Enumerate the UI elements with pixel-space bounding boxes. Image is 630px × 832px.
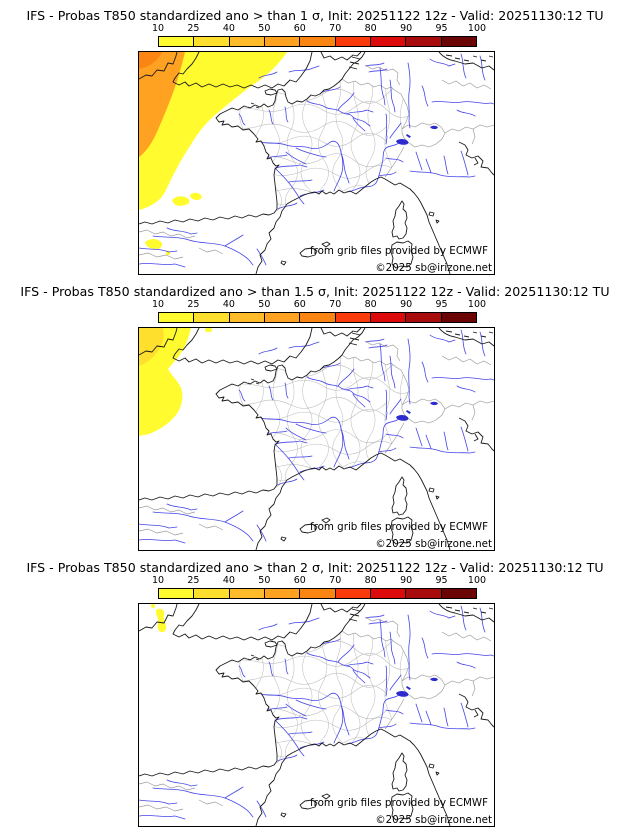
colorbar-segment [264, 37, 301, 46]
map-france-sigma-1: from grib files provided by ECMWF ©2025 … [138, 51, 495, 275]
tick-label: 70 [329, 575, 342, 586]
panel-sigma-1: IFS - Probas T850 standardized ano > tha… [0, 8, 630, 280]
probability-shading-layer [139, 52, 287, 256]
copyright-text: ©2025 sb@irizone.net [375, 814, 492, 826]
copyright-text: ©2025 sb@irizone.net [375, 262, 492, 274]
colorbar-segment [159, 313, 195, 322]
tick-label: 50 [258, 299, 271, 310]
tick-label: 25 [187, 23, 200, 34]
colorbar-segment [370, 313, 407, 322]
tick-label: 100 [467, 299, 487, 310]
tick-label: 80 [364, 299, 377, 310]
tick-label: 25 [187, 575, 200, 586]
panel-title: IFS - Probas T850 standardized ano > tha… [26, 8, 604, 23]
tick-label: 100 [467, 575, 487, 586]
tick-label: 50 [258, 23, 271, 34]
colorbar-segment [300, 313, 336, 322]
colorbar-gradient [158, 312, 477, 323]
tick-label: 80 [364, 575, 377, 586]
colorbar-segment [229, 37, 265, 46]
colorbar-gradient [158, 36, 477, 47]
colorbar-segment [194, 37, 230, 46]
probability-shading-layer [151, 604, 167, 633]
colorbar-segment [406, 313, 442, 322]
panel-title: IFS - Probas T850 standardized ano > tha… [20, 284, 610, 299]
colorbar: 10 25 40 50 60 70 80 90 95 100 [152, 575, 486, 600]
tick-label: 95 [435, 575, 448, 586]
colorbar-segment [335, 313, 371, 322]
colorbar-segment [370, 37, 407, 46]
colorbar-segment [441, 589, 476, 598]
colorbar-segment [229, 589, 265, 598]
colorbar-segment [370, 589, 407, 598]
colorbar-segment [159, 37, 195, 46]
colorbar-segment [194, 313, 230, 322]
panel-sigma-1-5: IFS - Probas T850 standardized ano > tha… [0, 284, 630, 556]
colorbar-segment [441, 313, 476, 322]
colorbar-segment [335, 37, 371, 46]
ecmwf-credit-text: from grib files provided by ECMWF [309, 797, 488, 809]
colorbar-tick-labels: 10 25 40 50 60 70 80 90 95 100 [152, 299, 486, 311]
colorbar: 10 25 40 50 60 70 80 90 95 100 [152, 299, 486, 324]
colorbar-segment [300, 37, 336, 46]
colorbar-segment [229, 313, 265, 322]
colorbar-segment [264, 313, 301, 322]
tick-label: 25 [187, 299, 200, 310]
colorbar-segment [441, 37, 476, 46]
tick-label: 90 [400, 575, 413, 586]
colorbar: 10 25 40 50 60 70 80 90 95 100 [152, 23, 486, 48]
probability-shading-layer [139, 328, 212, 436]
tick-label: 40 [222, 23, 235, 34]
tick-label: 95 [435, 23, 448, 34]
colorbar-gradient [158, 588, 477, 599]
tick-label: 40 [222, 575, 235, 586]
tick-label: 10 [151, 299, 165, 310]
tick-label: 70 [329, 23, 342, 34]
colorbar-segment [406, 37, 442, 46]
map-france-sigma-1-5: from grib files provided by ECMWF ©2025 … [138, 327, 495, 551]
tick-label: 70 [329, 299, 342, 310]
tick-label: 100 [467, 23, 487, 34]
tick-label: 90 [400, 23, 413, 34]
tick-label: 60 [293, 299, 306, 310]
tick-label: 60 [293, 575, 306, 586]
tick-label: 10 [151, 575, 165, 586]
basemap [139, 328, 494, 550]
tick-label: 90 [400, 299, 413, 310]
copyright-text: ©2025 sb@irizone.net [375, 538, 492, 550]
colorbar-segment [264, 589, 301, 598]
colorbar-segment [406, 589, 442, 598]
tick-label: 95 [435, 299, 448, 310]
tick-label: 50 [258, 575, 271, 586]
colorbar-segment [300, 589, 336, 598]
tick-label: 80 [364, 23, 377, 34]
tick-label: 10 [151, 23, 165, 34]
colorbar-segment [159, 589, 195, 598]
basemap [139, 604, 494, 826]
colorbar-tick-labels: 10 25 40 50 60 70 80 90 95 100 [152, 575, 486, 587]
colorbar-tick-labels: 10 25 40 50 60 70 80 90 95 100 [152, 23, 486, 35]
ecmwf-credit-text: from grib files provided by ECMWF [309, 245, 488, 257]
tick-label: 60 [293, 23, 306, 34]
tick-label: 40 [222, 299, 235, 310]
panel-title: IFS - Probas T850 standardized ano > tha… [26, 560, 604, 575]
colorbar-segment [335, 589, 371, 598]
panel-sigma-2: IFS - Probas T850 standardized ano > tha… [0, 560, 630, 832]
map-france-sigma-2: from grib files provided by ECMWF ©2025 … [138, 603, 495, 827]
ecmwf-credit-text: from grib files provided by ECMWF [309, 521, 488, 533]
colorbar-segment [194, 589, 230, 598]
